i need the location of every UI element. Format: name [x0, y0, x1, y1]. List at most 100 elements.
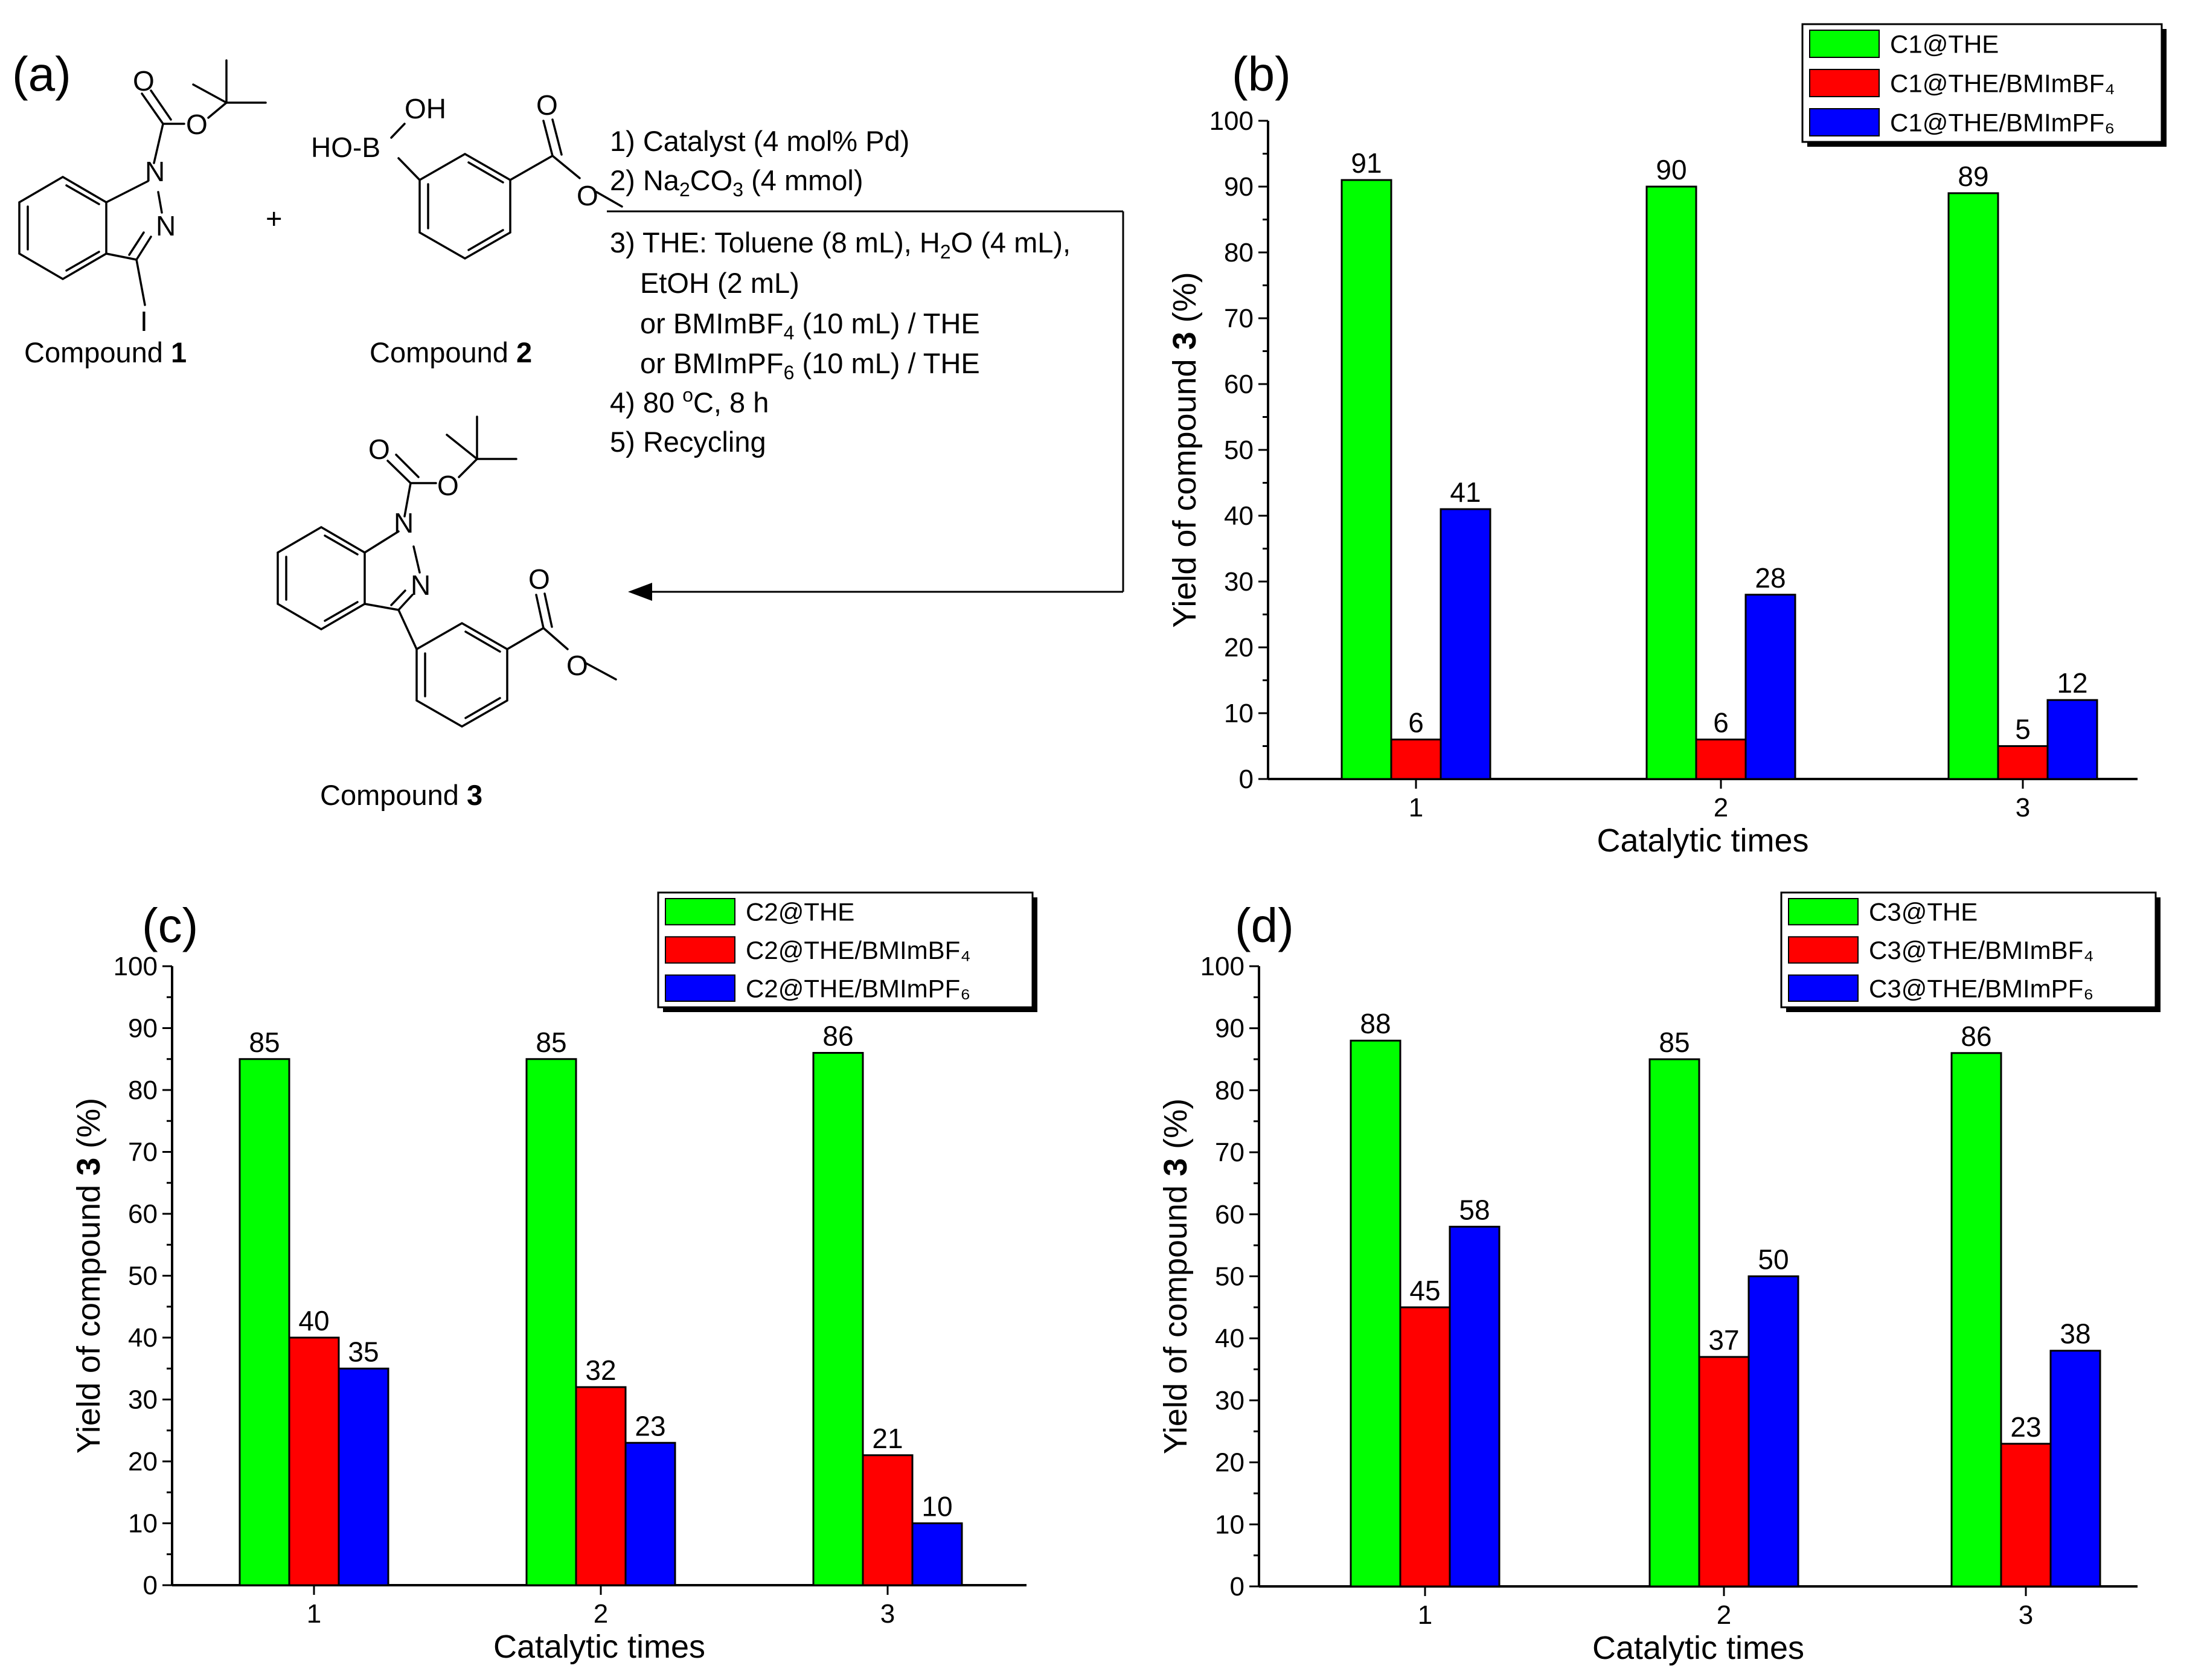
data-label: 40: [298, 1305, 329, 1336]
x-tick-label: 1: [1418, 1600, 1432, 1630]
data-label: 86: [822, 1021, 853, 1052]
atom-o-ester-2: O: [577, 180, 598, 211]
y-axis-title: Yield of compound 3 (%): [1167, 272, 1203, 627]
bar-2-3: [2000, 1443, 2052, 1588]
atom-n2-1: N: [156, 210, 176, 242]
bar-2-2: [1698, 1356, 1750, 1588]
compound-2-label: Compound 2: [370, 336, 532, 368]
condition-3-line4: or BMImPF6 (10 mL) / THE: [640, 347, 980, 383]
x-tick-label: 3: [880, 1599, 895, 1629]
bar-2-3: [862, 1454, 914, 1586]
y-tick-label: 80: [128, 1076, 158, 1105]
legend-swatch-3: [1788, 974, 1859, 1002]
condition-3-line2: EtOH (2 mL): [640, 267, 799, 299]
atom-oh: OH: [405, 93, 446, 124]
panel-label-d: (d): [1235, 899, 1294, 952]
condition-3-line3: or BMImBF4 (10 mL) / THE: [640, 307, 980, 344]
legend-swatch-2: [1788, 936, 1859, 964]
y-tick-label: 10: [128, 1509, 158, 1539]
bar-1-2: [525, 1058, 577, 1586]
bar-2-1: [288, 1336, 340, 1586]
bar-2-1: [1399, 1306, 1451, 1588]
reaction-arrow: [607, 210, 1124, 601]
bar-3-2: [1744, 594, 1796, 780]
condition-4: 4) 80 oC, 8 h: [610, 384, 769, 418]
y-tick-label: 60: [128, 1199, 158, 1229]
legend-label-2: C3@THE/BMImBF₄: [1869, 936, 2093, 964]
bar-3-3: [2049, 1350, 2101, 1588]
data-label: 12: [2057, 667, 2087, 699]
x-tick-label: 2: [594, 1599, 608, 1629]
data-label: 50: [1758, 1244, 1789, 1275]
bar-1-3: [1947, 192, 1999, 780]
scheme-panel: (a) O O N N: [12, 47, 1124, 811]
atom-iodine: I: [140, 306, 148, 337]
y-tick-label: 40: [1215, 1324, 1244, 1353]
atom-ho-b: HO-B: [311, 132, 380, 163]
bar-2-1: [1390, 739, 1442, 780]
x-tick-label: 1: [307, 1599, 321, 1629]
atom-o-ester-boc-3: O: [437, 470, 459, 501]
panel-label-a: (a): [12, 47, 71, 101]
bar-1-1: [1350, 1039, 1401, 1588]
bar-1-3: [812, 1052, 864, 1586]
y-tick-label: 50: [1224, 435, 1254, 465]
y-tick-label: 100: [1200, 952, 1244, 981]
y-tick-label: 90: [1215, 1014, 1244, 1044]
condition-5: 5) Recycling: [610, 426, 766, 458]
bar-3-3: [2046, 699, 2098, 780]
y-tick-label: 90: [128, 1014, 158, 1044]
x-axis-title: Catalytic times: [1592, 1630, 1804, 1666]
bar-1-2: [1648, 1058, 1700, 1588]
bar-3-3: [911, 1522, 963, 1586]
bar-2-2: [575, 1386, 627, 1586]
condition-2: 2) Na2CO3 (4 mmol): [610, 164, 863, 200]
y-tick-label: 30: [128, 1385, 158, 1415]
legend-swatch-1: [665, 898, 735, 926]
data-label: 85: [536, 1027, 566, 1058]
y-tick-label: 30: [1215, 1386, 1244, 1415]
atom-o-carbonyl-2: O: [536, 89, 558, 121]
bar-2-2: [1695, 739, 1747, 780]
y-tick-label: 90: [1224, 172, 1254, 202]
x-tick-label: 2: [1717, 1600, 1731, 1630]
data-label: 86: [1961, 1021, 1991, 1052]
panel-label-c: (c): [142, 899, 198, 952]
legend-swatch-1: [1788, 898, 1859, 926]
bar-1-3: [1950, 1052, 2002, 1588]
atom-o-ester-3: O: [566, 650, 588, 681]
compound-2-structure: HO-B OH O O: [311, 89, 623, 260]
y-tick-label: 100: [114, 952, 158, 981]
y-tick-label: 40: [1224, 501, 1254, 531]
data-label: 41: [1450, 476, 1481, 508]
legend-label-1: C1@THE: [1890, 30, 1999, 59]
y-axis-title: Yield of compound 3 (%): [1158, 1098, 1194, 1454]
atom-n2-3: N: [411, 569, 431, 601]
y-tick-label: 0: [1239, 765, 1254, 794]
legend-swatch-2: [1809, 69, 1880, 97]
data-label: 90: [1656, 154, 1686, 185]
x-axis-title: Catalytic times: [1597, 822, 1808, 859]
legend-swatch-3: [1809, 108, 1880, 136]
atom-o-carbonyl-1: O: [133, 65, 155, 97]
y-tick-label: 20: [1215, 1448, 1244, 1478]
x-tick-label: 2: [1714, 793, 1728, 822]
bar-1-1: [1341, 179, 1392, 780]
data-label: 37: [1708, 1324, 1739, 1356]
data-label: 85: [1659, 1027, 1690, 1058]
y-tick-label: 70: [1215, 1138, 1244, 1167]
legend-label-2: C2@THE/BMImBF₄: [746, 936, 970, 964]
reaction-conditions: 1) Catalyst (4 mol% Pd) 2) Na2CO3 (4 mmo…: [610, 125, 1071, 458]
atom-n1-1: N: [145, 156, 165, 187]
data-label: 91: [1351, 147, 1382, 179]
data-label: 21: [872, 1423, 903, 1454]
data-label: 89: [1958, 161, 1988, 192]
y-tick-label: 20: [1224, 633, 1254, 662]
y-tick-label: 70: [128, 1138, 158, 1167]
y-tick-label: 50: [128, 1262, 158, 1291]
x-axis-title: Catalytic times: [493, 1629, 705, 1665]
